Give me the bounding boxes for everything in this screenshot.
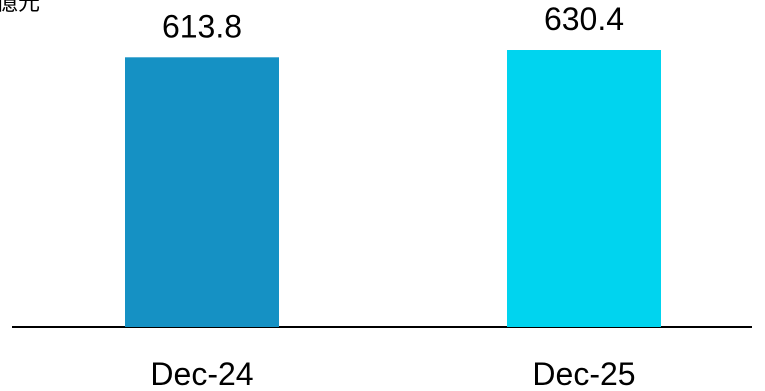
x-tick-label-dec-24: Dec-24: [150, 356, 253, 391]
unit-label: 億元: [0, 0, 41, 15]
x-tick-label-dec-25: Dec-25: [532, 356, 635, 391]
bar-dec-25: [507, 50, 661, 327]
data-label-dec-25: 630.4: [544, 1, 624, 37]
data-label-dec-24: 613.8: [162, 8, 242, 44]
bar-dec-24: [125, 57, 279, 328]
